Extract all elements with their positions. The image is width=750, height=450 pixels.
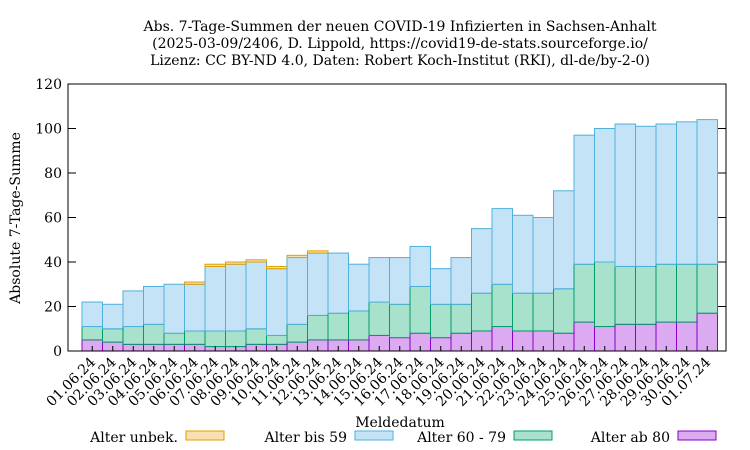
bar-3-18: [430, 268, 452, 305]
legend-label: Alter ab 80: [590, 430, 670, 446]
bar-3-31: [696, 119, 718, 265]
y-axis-label: Absolute 7-Tage-Summe: [8, 132, 24, 305]
legend-swatch: [677, 430, 717, 441]
bar-3-30: [676, 121, 698, 265]
bar-2-1: [81, 326, 103, 341]
legend-label: Alter bis 59: [263, 430, 347, 446]
bar-3-16: [389, 257, 411, 305]
bar-2-15: [368, 301, 390, 336]
bar-3-19: [450, 257, 472, 305]
legend-label: Alter 60 - 79: [416, 430, 506, 446]
bar-3-25: [573, 134, 595, 265]
bar-4-6: [184, 281, 206, 285]
bar-3-24: [553, 190, 575, 290]
bar-3-15: [368, 257, 390, 303]
chart-title: Abs. 7-Tage-Summen der neuen COVID-19 In…: [143, 19, 657, 69]
bar-3-2: [102, 303, 124, 330]
x-axis-label: Meldedatum: [355, 415, 445, 431]
bar-2-8: [225, 330, 247, 348]
y-tick-label: 120: [35, 77, 62, 93]
y-axis: 0 20 40 60 80 100 120: [35, 77, 726, 360]
bar-2-6: [184, 330, 206, 345]
bar-2-23: [532, 292, 554, 332]
bar-4-9: [245, 259, 267, 263]
bar-2-13: [327, 312, 349, 341]
bar-3-23: [532, 217, 554, 294]
x-axis: 01.06.2402.06.2403.06.2404.06.2405.06.24…: [44, 346, 714, 410]
chart-title-line-1: Abs. 7-Tage-Summen der neuen COVID-19 In…: [143, 19, 657, 35]
y-tick-label: 20: [44, 300, 62, 316]
legend: Alter unbek. Alter bis 59 Alter 60 - 79 Alt…: [89, 430, 717, 446]
bar-2-31: [696, 263, 718, 314]
bar-4-8: [225, 261, 247, 265]
bar-3-21: [491, 208, 513, 285]
bar-3-26: [594, 128, 616, 263]
bar-4-11: [286, 254, 308, 259]
bar-2-28: [635, 265, 657, 325]
bar-2-2: [102, 328, 124, 343]
legend-swatch: [354, 430, 394, 441]
bar-2-19: [450, 303, 472, 334]
legend-swatch: [513, 430, 553, 441]
bar-3-29: [655, 123, 677, 265]
bar-2-3: [122, 326, 144, 345]
bar-2-29: [655, 263, 677, 323]
bars-layer: [81, 119, 718, 352]
bar-2-30: [676, 263, 698, 323]
bar-3-10: [266, 268, 288, 336]
bar-2-17: [409, 285, 431, 334]
y-tick-label: 100: [35, 122, 62, 138]
bar-3-4: [143, 285, 165, 325]
y-tick-label: 80: [44, 166, 62, 182]
bar-3-9: [245, 261, 267, 330]
chart-title-line-2: (2025-03-09/2406, D. Lippold, https://co…: [152, 36, 648, 52]
bar-2-14: [348, 310, 370, 341]
legend-swatch: [185, 430, 225, 441]
bar-2-18: [430, 303, 452, 339]
bar-2-25: [573, 263, 595, 323]
legend-label: Alter unbek.: [89, 430, 178, 446]
bar-3-6: [184, 283, 206, 332]
bar-2-5: [163, 332, 185, 345]
bar-2-20: [471, 292, 493, 332]
bar-2-24: [553, 288, 575, 334]
bar-2-12: [307, 314, 329, 341]
y-tick-label: 40: [44, 255, 62, 271]
bar-2-22: [512, 292, 534, 332]
bar-1-31: [696, 312, 718, 352]
plot-frame: [67, 83, 727, 352]
bar-2-16: [389, 303, 411, 339]
bar-4-12: [307, 250, 329, 254]
y-tick-label: 60: [44, 211, 62, 227]
chart-title-line-3: Lizenz: CC BY-ND 4.0, Daten: Robert Koch…: [150, 53, 650, 69]
bar-2-10: [266, 334, 288, 345]
bar-3-13: [327, 252, 349, 314]
bar-3-11: [286, 257, 308, 325]
bar-2-4: [143, 323, 165, 345]
bar-3-17: [409, 245, 431, 287]
bar-3-22: [512, 214, 534, 294]
bar-4-10: [266, 265, 288, 270]
bar-2-21: [491, 283, 513, 328]
bar-2-11: [286, 323, 308, 343]
bar-3-3: [122, 290, 144, 328]
bar-3-7: [204, 265, 226, 332]
bar-3-5: [163, 283, 185, 334]
bar-4-7: [204, 263, 226, 267]
y-tick-label: 0: [53, 344, 62, 360]
bar-3-8: [225, 263, 247, 332]
bar-3-12: [307, 252, 329, 316]
bar-2-9: [245, 328, 267, 345]
bar-2-7: [204, 330, 226, 348]
bar-2-26: [594, 261, 616, 328]
bar-3-1: [81, 301, 103, 328]
bar-2-27: [614, 265, 636, 325]
bar-3-27: [614, 123, 636, 267]
bar-3-28: [635, 125, 657, 267]
bar-3-14: [348, 263, 370, 312]
bar-3-20: [471, 228, 493, 294]
